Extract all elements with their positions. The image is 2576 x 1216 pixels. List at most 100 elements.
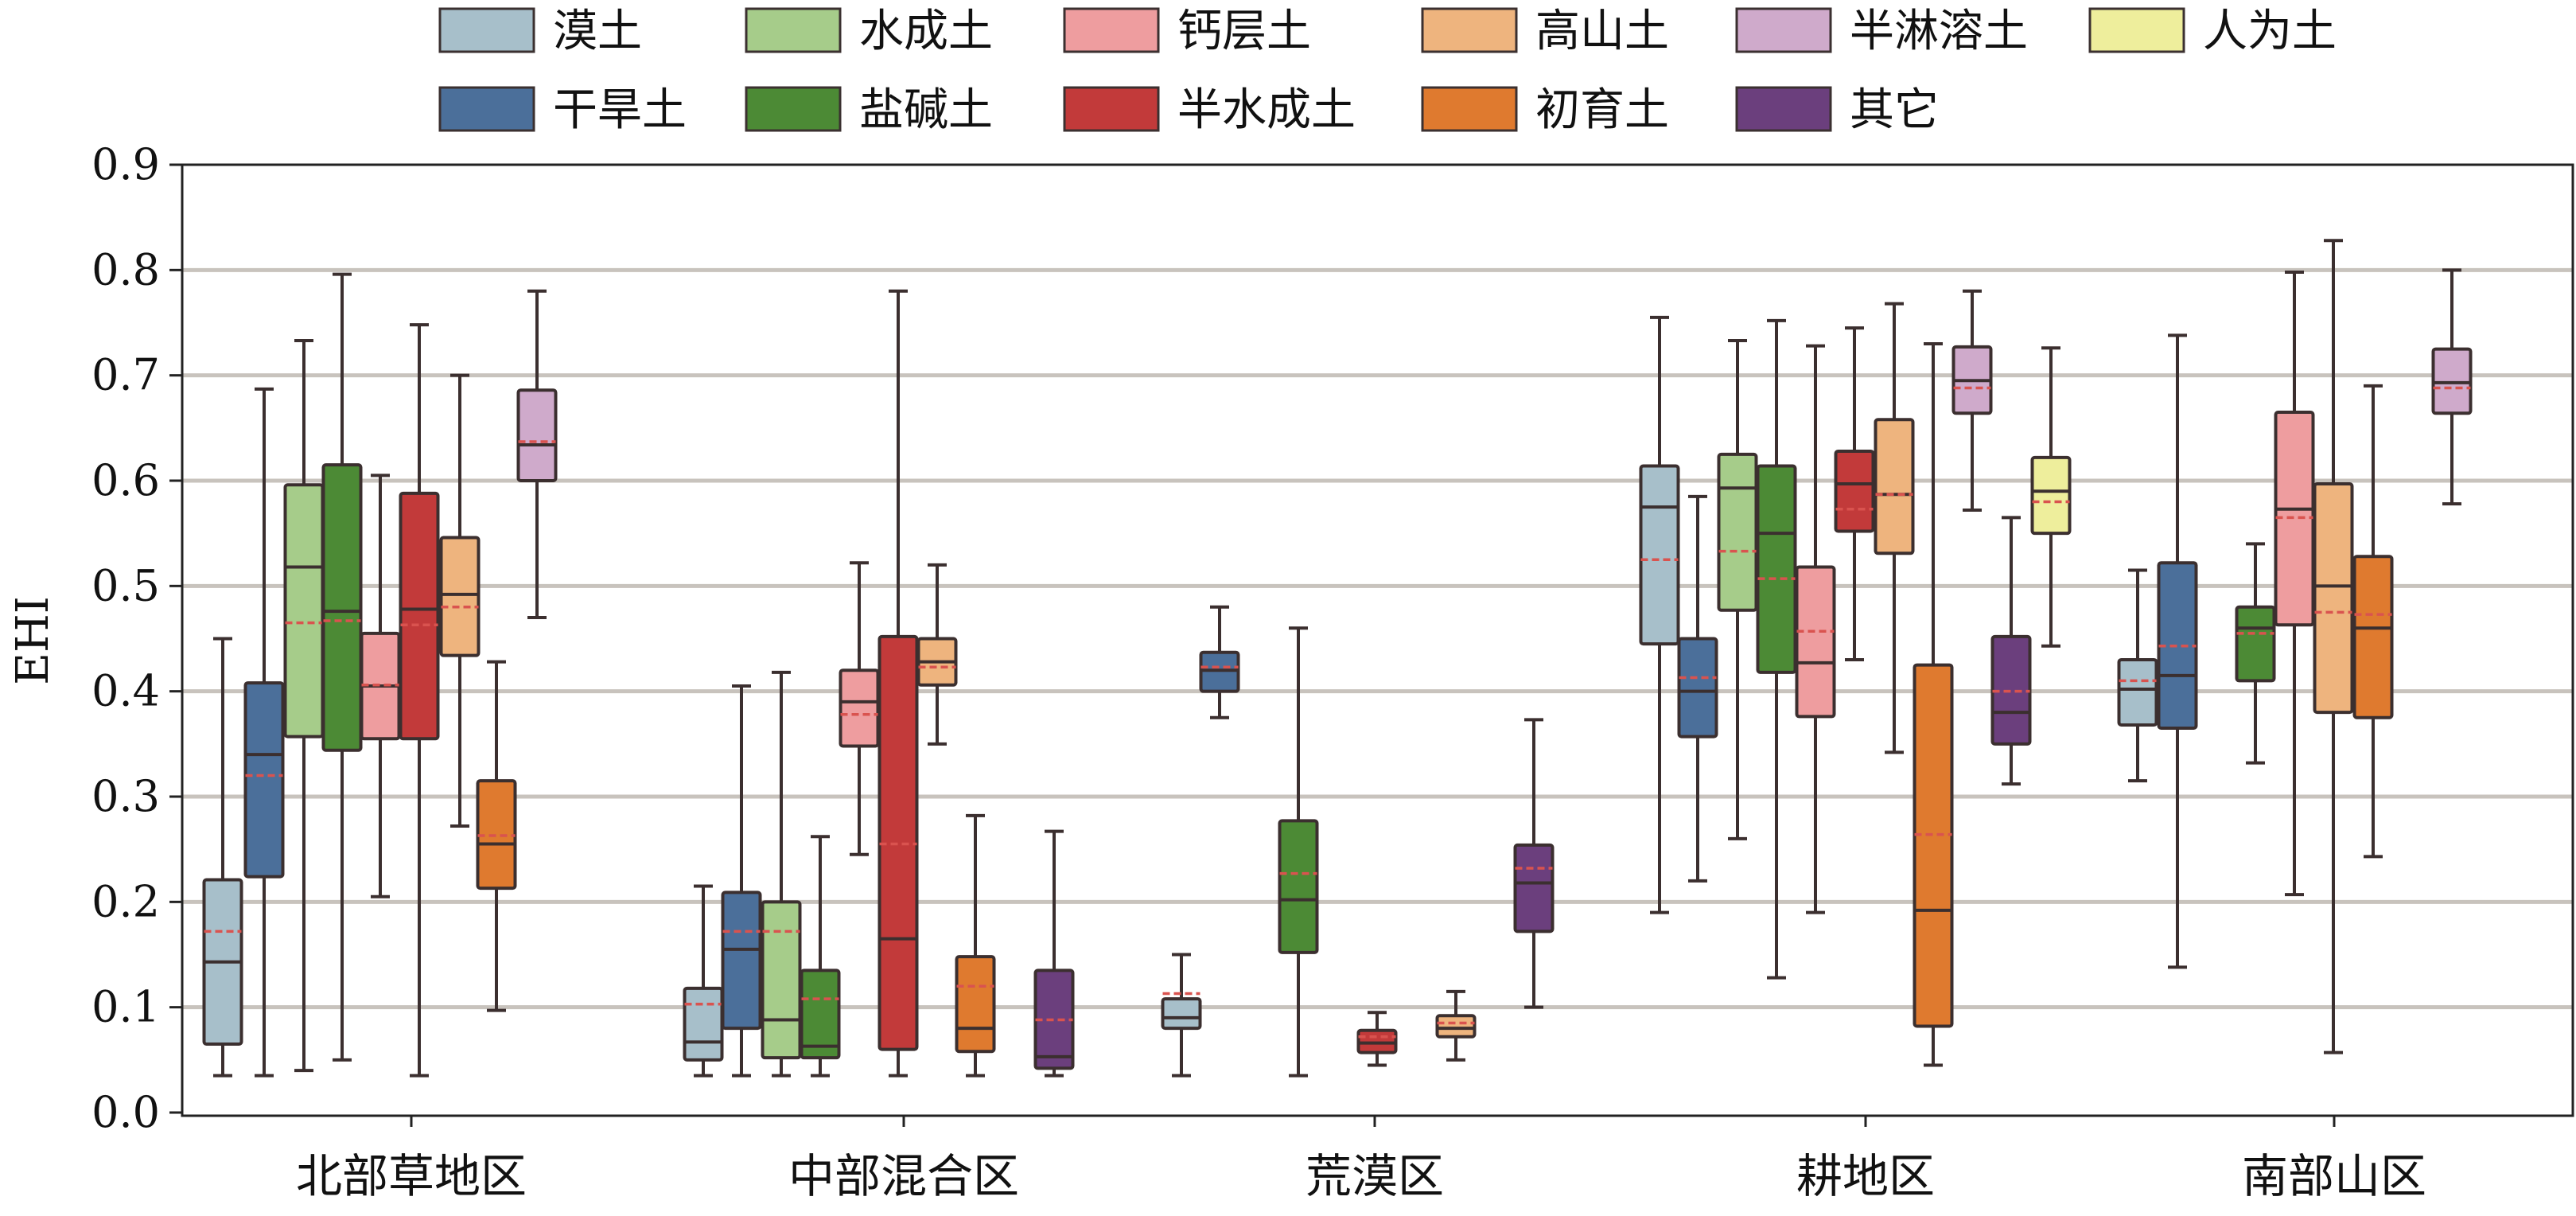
box-干旱土 <box>1677 494 1718 883</box>
box-body <box>1639 464 1680 646</box>
box-干旱土 <box>1199 605 1240 719</box>
box-body <box>1756 464 1797 674</box>
box-初育土 <box>476 660 517 1012</box>
box-body <box>439 536 481 657</box>
box-半水成土 <box>877 289 919 1078</box>
box-半淋溶土 <box>2431 268 2473 506</box>
x-tick-label: 耕地区 <box>1796 1149 1935 1203</box>
box-body <box>683 986 724 1062</box>
box-body <box>2117 657 2158 727</box>
box-钙层土 <box>2274 270 2315 897</box>
legend-label: 初育土 <box>1535 84 1669 136</box>
legend-entry: 人为土 <box>2088 6 2337 57</box>
y-tick-label: 0.7 <box>91 350 160 400</box>
box-body <box>1278 819 1319 954</box>
box-盐碱土 <box>1278 626 1319 1078</box>
box-body <box>2030 455 2072 536</box>
legend-label: 盐碱土 <box>859 84 993 136</box>
x-tick-label: 中部混合区 <box>788 1149 1019 1203</box>
legend-label: 高山土 <box>1535 6 1669 57</box>
x-tick-label: 北部草地区 <box>296 1149 527 1203</box>
y-tick-label: 0.2 <box>91 876 160 926</box>
box-漠土 <box>683 884 724 1078</box>
legend-entry: 水成土 <box>745 6 993 57</box>
box-body <box>2352 555 2394 719</box>
legend-entry: 其它 <box>1735 84 1939 136</box>
y-tick-label: 0.5 <box>91 560 160 610</box>
legend-label: 半淋溶土 <box>1850 6 2028 57</box>
box-盐碱土 <box>2235 542 2276 765</box>
box-高山土 <box>1435 989 1477 1062</box>
legend-entry: 漠土 <box>438 6 642 57</box>
legend-swatch <box>1063 7 1160 53</box>
y-tick-label: 0.6 <box>91 455 160 505</box>
box-漠土 <box>2117 568 2158 783</box>
x-tick-label: 荒漠区 <box>1306 1149 1444 1203</box>
box-初育土 <box>1913 341 1954 1067</box>
legend-label: 漠土 <box>553 6 642 57</box>
box-钙层土 <box>839 561 880 856</box>
box-高山土 <box>1874 302 1915 754</box>
box-body <box>399 491 440 741</box>
box-body <box>1913 663 1954 1028</box>
legend-swatch <box>745 7 842 53</box>
legend-swatch <box>438 7 535 53</box>
legend-entry: 钙层土 <box>1063 6 1311 57</box>
x-axis: 北部草地区 中部混合区 荒漠区 耕地区 南部山区 <box>296 1116 2426 1203</box>
box-漠土 <box>202 637 243 1078</box>
box-body <box>1795 565 1836 719</box>
x-tick-label: 南部山区 <box>2242 1149 2426 1203</box>
box-高山土 <box>2313 239 2354 1054</box>
box-半水成土 <box>399 323 440 1078</box>
y-tick-label: 0.0 <box>91 1087 160 1137</box>
box-钙层土 <box>1795 344 1836 914</box>
legend-entry: 初育土 <box>1421 84 1669 136</box>
legend-entry: 半淋溶土 <box>1735 6 2028 57</box>
box-body <box>1834 449 1875 533</box>
box-body <box>800 969 841 1060</box>
box-干旱土 <box>243 387 285 1078</box>
legend-swatch <box>745 86 842 132</box>
box-钙层土 <box>360 474 401 898</box>
box-半水成土 <box>1834 326 1875 661</box>
legend-entry: 高山土 <box>1421 6 1669 57</box>
box-body <box>721 891 762 1031</box>
y-tick-label: 0.1 <box>91 982 160 1032</box>
legend-label: 水成土 <box>859 6 993 57</box>
legend-label: 人为土 <box>2203 6 2337 57</box>
box-盐碱土 <box>800 835 841 1078</box>
legend-swatch <box>438 86 535 132</box>
box-水成土 <box>283 338 325 1073</box>
box-干旱土 <box>721 684 762 1078</box>
box-其它 <box>1990 516 2032 786</box>
box-其它 <box>1513 718 1555 1009</box>
box-body <box>1717 452 1758 612</box>
legend-swatch <box>1735 7 1832 53</box>
y-tick-label: 0.3 <box>91 771 160 821</box>
y-tick-label: 0.4 <box>91 666 160 716</box>
box-盐碱土 <box>321 272 363 1062</box>
box-其它 <box>1033 829 1075 1078</box>
box-series <box>202 239 2473 1078</box>
grid-lines <box>182 267 2573 1010</box>
box-半淋溶土 <box>1951 289 1993 513</box>
y-axis: 0.0 0.1 0.2 0.3 0.4 0.5 0.6 0.7 0.8 0.9 <box>91 139 182 1137</box>
legend-entry: 盐碱土 <box>745 84 993 136</box>
box-水成土 <box>1717 338 1758 840</box>
box-body <box>2235 605 2276 683</box>
box-body <box>283 483 325 739</box>
legend-entry: 干旱土 <box>438 84 687 136</box>
box-漠土 <box>1639 315 1680 914</box>
box-body <box>1435 1014 1477 1039</box>
y-tick-label: 0.8 <box>91 244 160 294</box>
legend-swatch <box>1421 86 1518 132</box>
box-初育土 <box>955 813 996 1078</box>
box-人为土 <box>2030 346 2072 648</box>
box-高山土 <box>439 373 481 828</box>
box-body <box>1874 418 1915 555</box>
legend-label: 半水成土 <box>1177 84 1356 136</box>
box-body <box>1513 843 1555 933</box>
box-漠土 <box>1161 953 1202 1078</box>
